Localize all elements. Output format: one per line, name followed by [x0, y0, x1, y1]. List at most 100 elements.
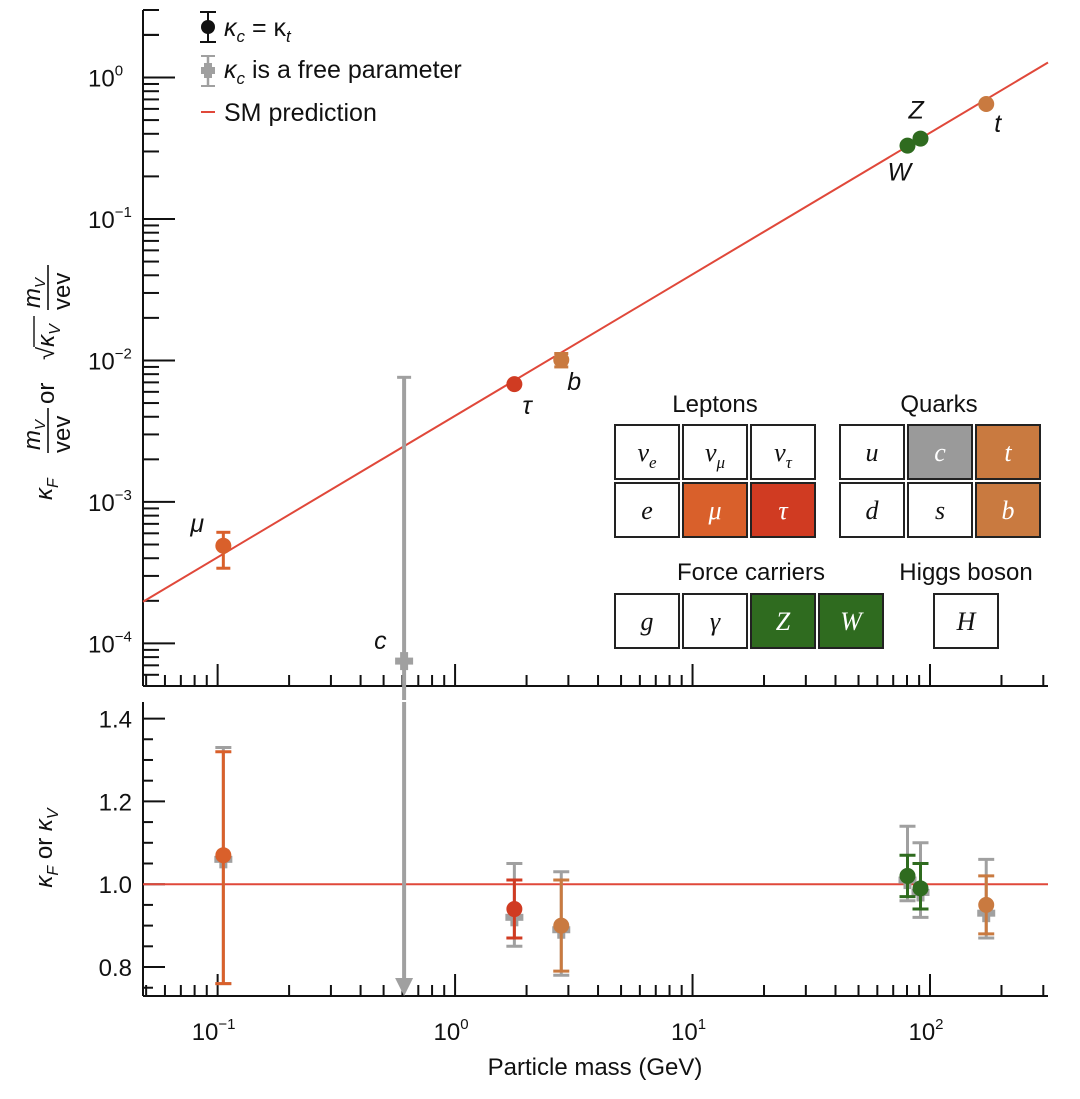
cell-box [682, 593, 748, 649]
cell-box [682, 424, 748, 480]
cell-symbol: d [866, 496, 880, 525]
quark-cell-s: s [907, 482, 973, 538]
data-point-Z [912, 861, 929, 911]
boson-cell-γ: γ [682, 593, 748, 649]
cell-symbol: e [641, 496, 653, 525]
point-label-b: b [567, 368, 581, 396]
marker-dot [899, 137, 916, 154]
x-tick-labels: 10−1 100 101 102 [192, 1016, 944, 1046]
svg-text:SM prediction: SM prediction [224, 99, 377, 127]
cell-box [614, 424, 680, 480]
cell-box [975, 424, 1041, 480]
cell-symbol: νμ [705, 438, 725, 472]
cell-symbol: s [935, 496, 945, 525]
data-point-c [395, 375, 414, 700]
data-point-t [978, 874, 995, 936]
y-tick-label: 100 [88, 63, 123, 93]
data-point-μ [215, 750, 232, 986]
marker-dot [912, 880, 929, 897]
quark-cell-u: u [839, 424, 905, 480]
marker-dot [506, 376, 523, 393]
point-label-c: c [374, 627, 387, 655]
cell-box [614, 482, 680, 538]
marker-dot [506, 901, 523, 918]
x-tick-label: 102 [908, 1016, 943, 1046]
y-tick-label: 0.8 [99, 955, 132, 982]
lepton-cell-τ: τ [750, 482, 816, 538]
marker-dot [978, 95, 995, 112]
cell-box [933, 593, 999, 649]
ylabel-vev-1: vev [49, 416, 76, 453]
higgs-cell-H: H [933, 593, 999, 649]
bottom-y-axis-title: κF or κV [31, 807, 62, 887]
cell-symbol: t [1004, 438, 1012, 467]
cell-symbol: b [1002, 496, 1015, 525]
legend-black-dot-icon [201, 20, 215, 34]
y-tick-label: 10−2 [88, 345, 132, 375]
lepton-cell-ντ: ντ [750, 424, 816, 480]
y-tick-label: 1.4 [99, 707, 132, 734]
cell-box [907, 482, 973, 538]
cell-symbol: c [934, 438, 946, 467]
data-point-b [553, 351, 570, 369]
boson-cell-W: W [818, 593, 884, 649]
marker-dot [215, 537, 232, 554]
marker-dot [553, 351, 570, 368]
cell-box [818, 593, 884, 649]
quark-cell-t: t [975, 424, 1041, 480]
marker-dot [553, 917, 570, 934]
bottom-data-points [214, 702, 996, 996]
ylabel-kappa-f-sub: F [45, 477, 62, 488]
particle-table: Leptons Quarks νe νμ ντ e μ τ u c t d s b Force carrie… [614, 391, 1041, 649]
cell-symbol: ντ [774, 438, 793, 472]
boson-cell-g: g [614, 593, 680, 649]
cell-symbol: H [956, 607, 977, 636]
y-tick-label: 10−1 [88, 204, 132, 234]
cell-symbol: u [866, 438, 879, 467]
point-label-t: t [994, 110, 1002, 138]
quark-cell-d: d [839, 482, 905, 538]
cell-symbol: g [641, 607, 654, 636]
data-point-W [899, 853, 916, 899]
boson-cell-Z: Z [750, 593, 816, 649]
leptons-title: Leptons [672, 391, 757, 418]
legend-entry-kc-eq-kt: κc = κt [200, 11, 292, 46]
point-label-W: W [888, 159, 914, 187]
sm-line [142, 61, 1049, 603]
marker-dot [899, 867, 916, 884]
cell-box [907, 424, 973, 480]
x-tick-label: 100 [434, 1016, 469, 1046]
quark-cell-c: c [907, 424, 973, 480]
lepton-cell-e: e [614, 482, 680, 538]
cross-marker [400, 652, 409, 671]
data-point-W [899, 137, 916, 154]
cell-box [750, 593, 816, 649]
ylabel-vev-2: vev [49, 273, 76, 310]
x-tick-label: 10−1 [192, 1016, 236, 1046]
marker-dot [912, 130, 929, 147]
point-label-τ: τ [522, 392, 533, 420]
ylabel-mv-1: mV [19, 418, 49, 450]
legend-entry-kc-free: κc is a free parameter [201, 55, 462, 88]
ylabel-kappa-f: κ [31, 486, 58, 500]
marker-dot [215, 847, 232, 864]
svg-text:κc is a free parameter: κc is a free parameter [224, 56, 462, 88]
cell-box [750, 482, 816, 538]
svg-text:κF or κV: κF or κV [31, 807, 62, 887]
quarks-title: Quarks [900, 391, 977, 418]
cell-symbol: Z [776, 607, 791, 636]
top-y-axis-title: κF mV vev or √κV mV vev [19, 265, 76, 500]
data-point-t [978, 95, 995, 112]
lepton-cell-μ: μ [682, 482, 748, 538]
cell-symbol: τ [778, 496, 789, 525]
ylabel-mv-2: mV [19, 276, 49, 308]
point-label-μ: μ [189, 510, 204, 538]
cell-symbol: νe [637, 438, 657, 472]
cell-box [750, 424, 816, 480]
cell-box [839, 424, 905, 480]
cell-symbol: μ [707, 496, 721, 525]
bottom-panel: 1.4 1.2 1.0 0.8 10−1 100 101 102 [99, 702, 1048, 1046]
y-tick-label: 1.0 [99, 872, 132, 899]
top-y-tick-labels: 100 10−1 10−2 10−3 10−4 [88, 63, 132, 659]
